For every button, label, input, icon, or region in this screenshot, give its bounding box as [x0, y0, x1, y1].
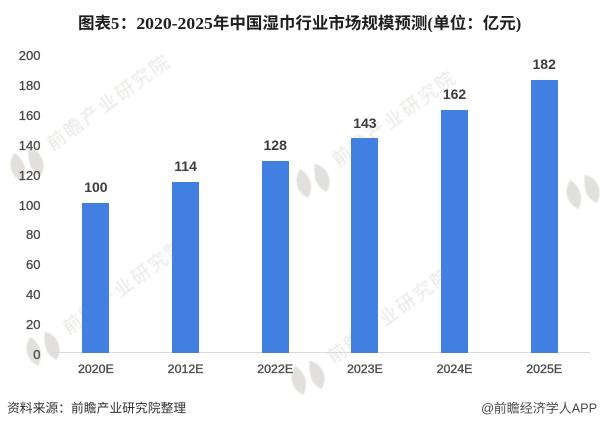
svg-text:@: @	[481, 401, 494, 415]
svg-text:(: (	[427, 14, 433, 32]
svg-text:2020-2025: 2020-2025	[136, 14, 213, 32]
svg-text:5: 5	[111, 14, 119, 32]
svg-text:): )	[515, 14, 521, 32]
svg-text:APP: APP	[572, 401, 597, 415]
